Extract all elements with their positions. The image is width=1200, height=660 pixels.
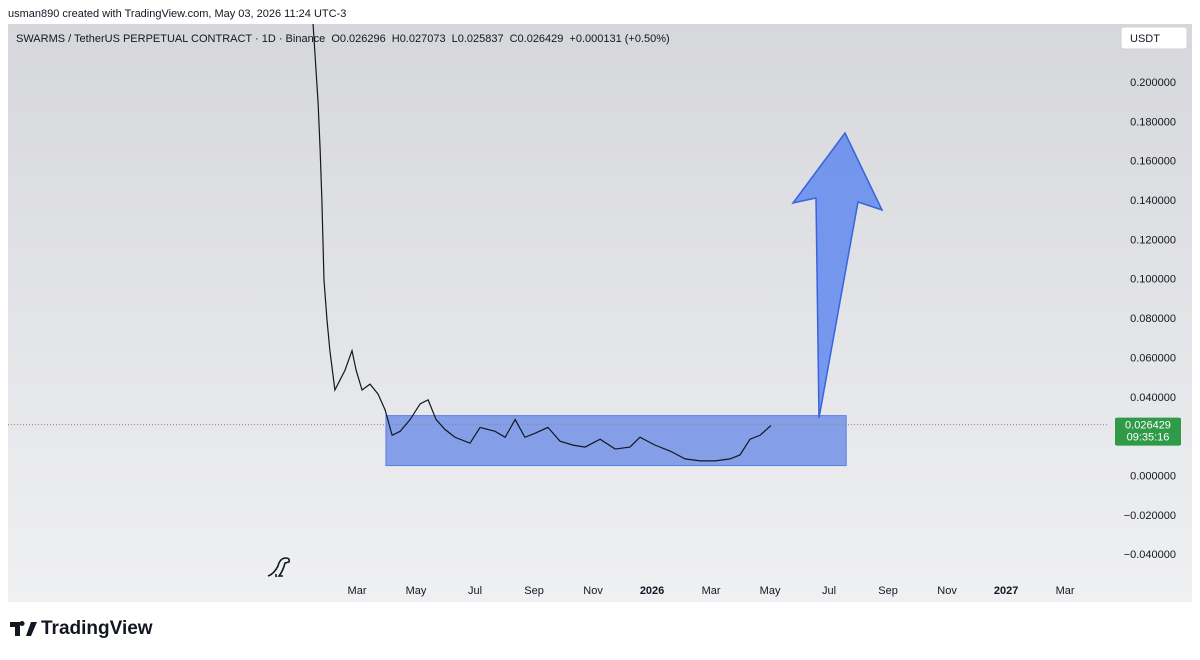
y-tick-label: 0.200000	[1130, 77, 1176, 89]
x-tick-label: 2027	[994, 585, 1018, 597]
currency-button[interactable]	[1120, 26, 1188, 50]
dino-icon	[267, 557, 290, 577]
currency[interactable]: USDT	[1130, 33, 1160, 45]
ohlc-value: L0.025837	[452, 33, 504, 45]
x-tick-label: Nov	[583, 585, 603, 597]
y-tick-label: 0.060000	[1130, 352, 1176, 364]
y-tick-label: 0.180000	[1130, 116, 1176, 128]
ohlc-legend: O0.026296 H0.027073 L0.025837 C0.026429 +0.0…	[331, 33, 669, 45]
ohlc-value: O0.026296	[331, 33, 385, 45]
arrow	[791, 131, 884, 419]
y-tick-label: 0.000000	[1130, 471, 1176, 483]
x-tick-label: May	[406, 585, 427, 597]
chart-title: SWARMS / TetherUS PERPETUAL CONTRACT · 1…	[16, 33, 325, 45]
x-tick-label: Sep	[878, 585, 898, 597]
plot	[8, 24, 1107, 467]
y-tick-label: 0.100000	[1130, 274, 1176, 286]
x-tick-label: 2026	[640, 585, 664, 597]
y-tick-label: −0.040000	[1124, 549, 1176, 561]
x-tick-label: Jul	[822, 585, 836, 597]
ohlc-value: +0.000131 (+0.50%)	[569, 33, 669, 45]
y-tick-label: 0.040000	[1130, 392, 1176, 404]
x-tick-label: Nov	[937, 585, 957, 597]
x-tick-label: May	[760, 585, 781, 597]
x-tick-label: Mar	[1056, 585, 1075, 597]
y-tick-label: −0.020000	[1124, 510, 1176, 522]
last-price-label: 0.026429	[1125, 420, 1171, 432]
price-line	[312, 24, 772, 462]
y-tick-label: 0.080000	[1130, 313, 1176, 325]
y-tick-label: 0.140000	[1130, 195, 1176, 207]
x-tick-label: Jul	[468, 585, 482, 597]
logo-text: TradingView	[41, 618, 153, 639]
y-tick-label: 0.160000	[1130, 156, 1176, 168]
x-tick-label: Mar	[348, 585, 367, 597]
ohlc-value: H0.027073	[392, 33, 446, 45]
x-tick-label: Mar	[702, 585, 721, 597]
chart-panel	[8, 24, 1192, 602]
range-box	[385, 415, 847, 467]
ohlc-value: C0.026429	[510, 33, 564, 45]
countdown: 09:35:16	[1127, 432, 1170, 444]
last-price-badge	[1115, 417, 1181, 446]
y-tick-label: 0.120000	[1130, 234, 1176, 246]
x-tick-label: Sep	[524, 585, 544, 597]
credit: usman890 created with TradingView.com, M…	[8, 8, 346, 20]
logo: TradingView	[10, 618, 153, 639]
